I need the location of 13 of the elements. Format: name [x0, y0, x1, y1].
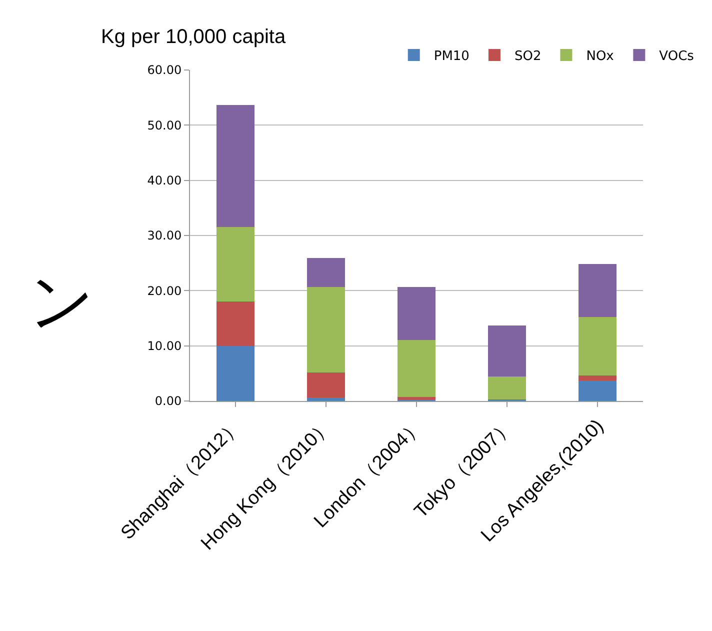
- y-tick-label: 50.00: [147, 118, 182, 132]
- y-tick-label: 20.00: [147, 284, 182, 298]
- y-tick-label: 10.00: [147, 339, 182, 354]
- y-tick-label: 60.00: [147, 63, 182, 78]
- y-tick-label: 30.00: [147, 228, 182, 243]
- legend-label: PM10: [434, 49, 470, 64]
- y-tick-label: 40.00: [147, 174, 182, 188]
- text: ン: [29, 265, 95, 339]
- legend-label: NOx: [586, 49, 614, 64]
- y-tick-label: 0.00: [154, 394, 182, 408]
- legend-label: SO2: [514, 49, 542, 64]
- y-axis-title: Kg per 10,000 capita: [101, 26, 286, 48]
- legend-label: VOCs: [659, 49, 694, 64]
